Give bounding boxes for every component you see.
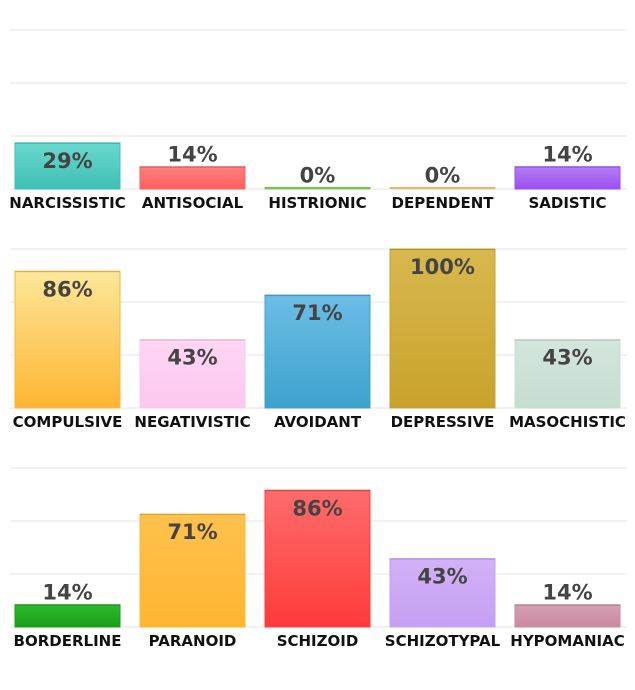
category-label-histrionic: HISTRIONIC [268,194,366,212]
chart-panel-1: 29% NARCISSISTIC 14% ANTISOCIAL 0% HISTRIONIC… [9,29,627,212]
category-label-masochistic: MASOCHISTIC [509,413,626,431]
bar-sadistic [514,166,621,190]
bar-value-paranoid: 71% [167,520,217,544]
bar-schizotypal [389,558,496,628]
bar-avoidant [264,294,371,409]
category-label-hypomaniac: HYPOMANIAC [510,632,624,650]
bar-value-schizoid: 86% [292,496,342,520]
bar-value-antisocial: 14% [167,143,217,167]
category-label-compulsive: COMPULSIVE [13,413,123,431]
category-label-negativistic: NEGATIVISTIC [134,413,250,431]
bar-value-narcissistic: 29% [42,149,92,173]
category-label-sadistic: SADISTIC [528,194,606,212]
category-label-antisocial: ANTISOCIAL [142,194,244,212]
category-label-paranoid: PARANOID [149,632,237,650]
bar-compulsive [14,270,121,409]
bar-masochistic [514,339,621,409]
bar-antisocial [139,166,246,190]
bar-value-dependent: 0% [425,164,461,188]
bar-value-negativistic: 43% [167,346,217,370]
bar-value-masochistic: 43% [542,346,592,370]
bar-value-compulsive: 86% [42,277,92,301]
category-label-schizoid: SCHIZOID [277,632,359,650]
bar-dependent [389,187,496,190]
bar-negativistic [139,339,246,409]
bar-schizoid [264,489,371,628]
bar-narcissistic [14,142,121,190]
bar-value-sadistic: 14% [542,143,592,167]
bar-value-histrionic: 0% [300,164,336,188]
bar-hypomaniac [514,604,621,628]
bar-paranoid [139,513,246,628]
category-label-depressive: DEPRESSIVE [391,413,495,431]
bar-value-schizotypal: 43% [417,565,467,589]
chart-panel-3: 14% BORDERLINE 71% PARANOID 86% SCHIZOID 43% SC… [10,467,627,650]
bar-depressive [389,248,496,409]
category-label-narcissistic: NARCISSISTIC [9,194,125,212]
category-label-avoidant: AVOIDANT [274,413,362,431]
bar-value-avoidant: 71% [292,301,342,325]
bar-value-borderline: 14% [42,581,92,605]
bar-histrionic [264,187,371,190]
category-label-schizotypal: SCHIZOTYPAL [385,632,501,650]
chart-panel-2: 86% COMPULSIVE 43% NEGATIVISTIC 71% AVOIDANT 1… [10,248,627,431]
category-label-dependent: DEPENDENT [392,194,495,212]
bar-borderline [14,604,121,628]
category-label-borderline: BORDERLINE [14,632,122,650]
bar-value-depressive: 100% [410,255,475,279]
bar-value-hypomaniac: 14% [542,581,592,605]
